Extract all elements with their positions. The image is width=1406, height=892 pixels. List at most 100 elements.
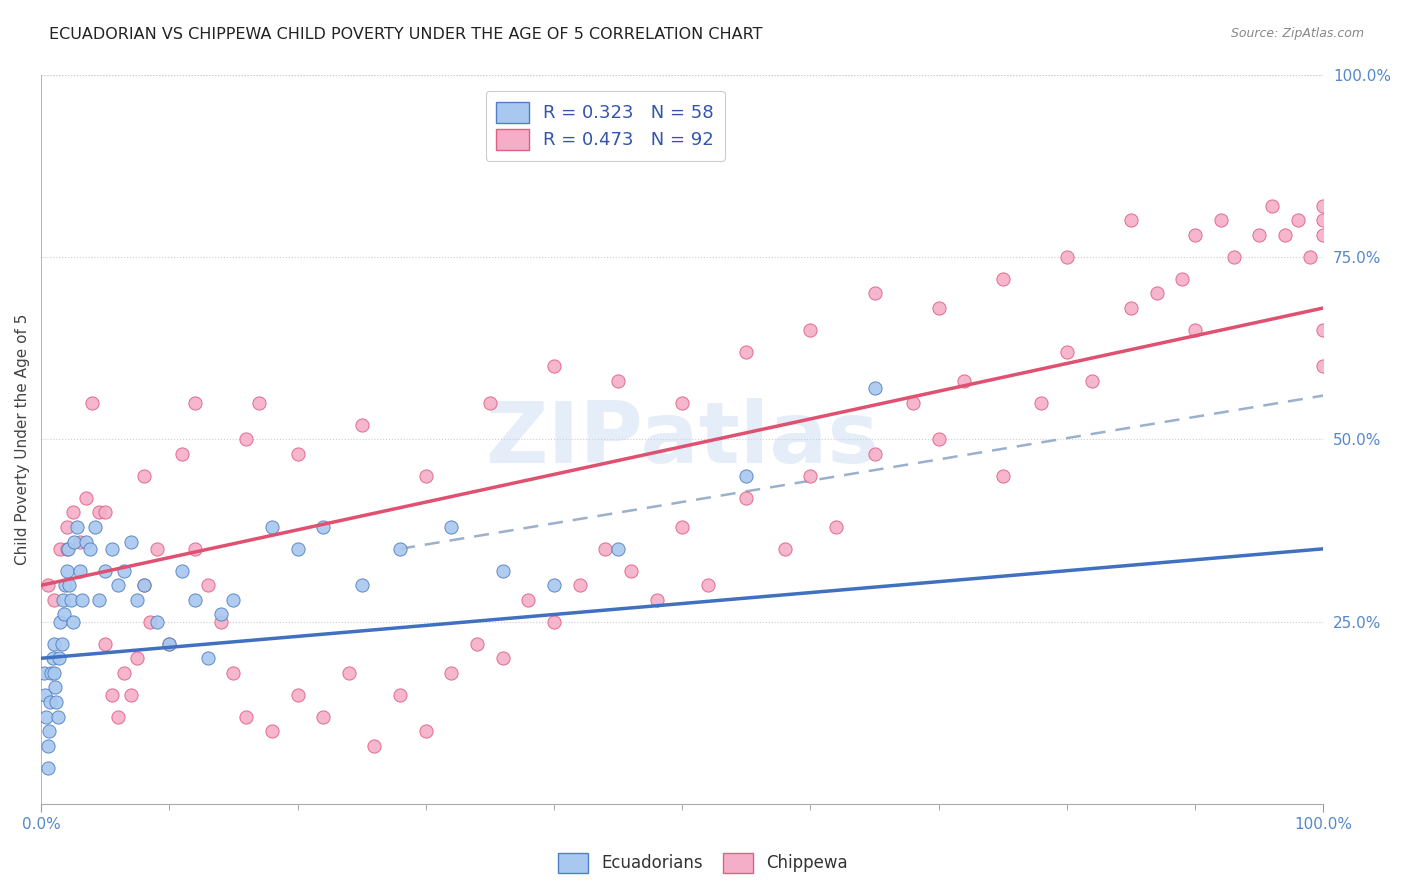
Point xyxy=(55,541,77,556)
Point xyxy=(1261,199,1284,213)
Text: ZIPatlas: ZIPatlas xyxy=(485,398,879,481)
Point xyxy=(63,534,86,549)
Point xyxy=(107,709,129,723)
Point xyxy=(543,359,565,374)
Y-axis label: Child Poverty Under the Age of 5: Child Poverty Under the Age of 5 xyxy=(15,314,30,565)
Point xyxy=(1312,213,1334,227)
Point xyxy=(56,541,79,556)
Point xyxy=(1119,301,1142,315)
Point xyxy=(157,637,180,651)
Point xyxy=(84,520,107,534)
Point xyxy=(87,505,110,519)
Point xyxy=(157,637,180,651)
Point xyxy=(863,447,886,461)
Point xyxy=(45,695,67,709)
Point xyxy=(1286,213,1309,227)
Point xyxy=(735,491,758,505)
Point xyxy=(120,534,142,549)
Point xyxy=(41,665,63,680)
Point xyxy=(127,593,149,607)
Point xyxy=(1119,213,1142,227)
Point xyxy=(260,520,283,534)
Point xyxy=(492,651,515,665)
Point xyxy=(114,564,136,578)
Point xyxy=(172,564,194,578)
Point xyxy=(799,323,821,337)
Point xyxy=(1184,228,1206,243)
Point xyxy=(247,396,270,410)
Point xyxy=(620,564,643,578)
Point xyxy=(69,564,91,578)
Point xyxy=(389,541,412,556)
Point xyxy=(184,396,207,410)
Point xyxy=(607,374,630,388)
Point xyxy=(37,761,59,775)
Point xyxy=(1312,359,1334,374)
Point xyxy=(94,505,117,519)
Point xyxy=(55,520,77,534)
Point xyxy=(100,688,122,702)
Point xyxy=(79,541,101,556)
Point xyxy=(49,615,72,629)
Point xyxy=(100,541,122,556)
Point xyxy=(953,374,976,388)
Point xyxy=(312,709,335,723)
Point xyxy=(52,593,75,607)
Point xyxy=(543,615,565,629)
Point xyxy=(51,637,73,651)
Point xyxy=(59,593,82,607)
Point xyxy=(69,534,91,549)
Point xyxy=(49,541,72,556)
Legend: Ecuadorians, Chippewa: Ecuadorians, Chippewa xyxy=(551,847,855,880)
Point xyxy=(478,396,501,410)
Point xyxy=(991,468,1014,483)
Point xyxy=(222,593,245,607)
Point xyxy=(132,468,155,483)
Point xyxy=(197,578,219,592)
Point xyxy=(62,505,84,519)
Point xyxy=(568,578,591,592)
Point xyxy=(87,593,110,607)
Point xyxy=(94,637,117,651)
Point xyxy=(1274,228,1296,243)
Point xyxy=(350,417,373,432)
Point xyxy=(139,615,162,629)
Point xyxy=(34,688,56,702)
Point xyxy=(645,593,668,607)
Text: Source: ZipAtlas.com: Source: ZipAtlas.com xyxy=(1230,27,1364,40)
Point xyxy=(1299,250,1322,264)
Point xyxy=(94,564,117,578)
Point xyxy=(127,651,149,665)
Point xyxy=(1081,374,1104,388)
Point xyxy=(773,541,796,556)
Point xyxy=(62,615,84,629)
Point xyxy=(46,709,69,723)
Point xyxy=(1184,323,1206,337)
Point xyxy=(543,578,565,592)
Point xyxy=(1031,396,1053,410)
Point xyxy=(260,724,283,739)
Point xyxy=(75,491,97,505)
Point xyxy=(37,578,59,592)
Point xyxy=(209,615,232,629)
Point xyxy=(42,665,65,680)
Point xyxy=(389,688,412,702)
Point xyxy=(593,541,616,556)
Point xyxy=(1312,323,1334,337)
Point xyxy=(82,396,104,410)
Point xyxy=(415,468,437,483)
Point xyxy=(132,578,155,592)
Point xyxy=(440,520,463,534)
Point xyxy=(145,615,167,629)
Point xyxy=(58,578,80,592)
Legend: R = 0.323   N = 58, R = 0.473   N = 92: R = 0.323 N = 58, R = 0.473 N = 92 xyxy=(485,91,725,161)
Point xyxy=(235,709,257,723)
Point xyxy=(37,739,59,753)
Point xyxy=(235,433,257,447)
Point xyxy=(825,520,848,534)
Point xyxy=(350,578,373,592)
Point xyxy=(1249,228,1271,243)
Point xyxy=(48,651,70,665)
Point xyxy=(55,578,77,592)
Text: ECUADORIAN VS CHIPPEWA CHILD POVERTY UNDER THE AGE OF 5 CORRELATION CHART: ECUADORIAN VS CHIPPEWA CHILD POVERTY UND… xyxy=(49,27,762,42)
